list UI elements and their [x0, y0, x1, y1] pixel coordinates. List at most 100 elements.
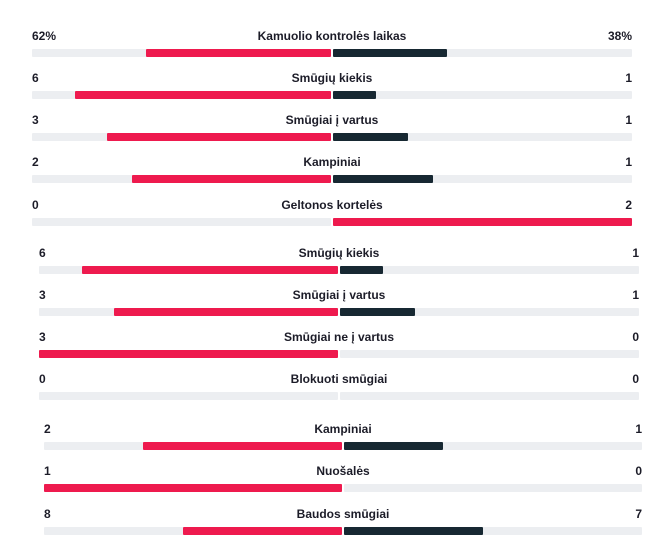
home-bar-fill: [145, 49, 331, 57]
away-bar-track: [333, 91, 632, 99]
away-bar-track: [340, 308, 639, 316]
home-value: 0: [39, 372, 46, 386]
home-bar-track: [32, 91, 331, 99]
away-bar-fill: [333, 91, 376, 99]
stat-labels: 6 Smūgių kiekis 1: [39, 245, 639, 263]
stat-labels: 3 Smūgiai į vartus 1: [32, 112, 632, 130]
away-value: 2: [625, 198, 632, 212]
away-bar-background: [344, 527, 642, 535]
stat-name: Smūgiai į vartus: [292, 288, 386, 302]
stat-name: Kamuolio kontrolės laikas: [257, 29, 407, 43]
stat-name: Blokuoti smūgiai: [290, 372, 388, 386]
away-value: 0: [632, 372, 639, 386]
home-bar-background: [32, 218, 331, 226]
home-bar-track: [39, 266, 338, 274]
stat-name: Smūgiai ne į vartus: [283, 330, 395, 344]
away-bar-background: [340, 350, 639, 358]
home-bar-track: [44, 484, 342, 492]
home-bar-track: [44, 527, 342, 535]
home-bar-track: [32, 133, 331, 141]
stat-name: Kampiniai: [303, 155, 361, 169]
away-bar-background: [344, 442, 642, 450]
home-bar-fill: [143, 442, 342, 450]
home-bar-track: [39, 392, 338, 400]
away-value: 1: [625, 113, 632, 127]
away-value: 1: [625, 71, 632, 85]
away-bar-track: [340, 350, 639, 358]
stat-row-smugiai-ne-i-vartus: 3 Smūgiai ne į vartus 0: [39, 329, 639, 363]
away-bar-background: [333, 133, 632, 141]
away-bar-background: [333, 91, 632, 99]
stat-row-geltonos-korteles: 0 Geltonos kortelės 2: [32, 197, 632, 231]
home-bar-background: [39, 392, 338, 400]
away-value: 1: [625, 155, 632, 169]
away-bar-fill: [344, 442, 444, 450]
home-value: 3: [39, 330, 46, 344]
stat-name: Smūgių kiekis: [298, 246, 380, 260]
stat-name: Baudos smūgiai: [296, 507, 390, 521]
stat-row-kampiniai: 2 Kampiniai 1: [32, 154, 632, 188]
home-value: 6: [32, 71, 39, 85]
stat-name: Smūgiai į vartus: [285, 113, 379, 127]
away-bar-background: [340, 266, 639, 274]
stat-labels: 0 Blokuoti smūgiai 0: [39, 371, 639, 389]
away-bar-fill: [340, 266, 383, 274]
home-bar-fill: [106, 133, 331, 141]
away-bar-fill: [344, 527, 484, 535]
away-bar-background: [340, 308, 639, 316]
stat-labels: 1 Nuošalės 0: [44, 463, 642, 481]
stat-labels: 6 Smūgių kiekis 1: [32, 70, 632, 88]
stat-labels: 2 Kampiniai 1: [32, 154, 632, 172]
home-value: 1: [44, 464, 51, 478]
home-bar-fill: [39, 350, 338, 358]
home-bar-track: [39, 308, 338, 316]
stat-labels: 62% Kamuolio kontrolės laikas 38%: [32, 28, 632, 46]
away-value: 1: [635, 422, 642, 436]
away-bar-background: [344, 484, 642, 492]
away-bar-track: [344, 442, 642, 450]
away-bar-fill: [333, 175, 433, 183]
away-bar-fill: [340, 308, 415, 316]
away-bar-background: [333, 49, 632, 57]
home-bar-fill: [44, 484, 342, 492]
stat-row-smugiai-i-vartus: 3 Smūgiai į vartus 1: [32, 112, 632, 146]
home-value: 0: [32, 198, 39, 212]
stat-labels: 0 Geltonos kortelės 2: [32, 197, 632, 215]
away-value: 1: [632, 246, 639, 260]
away-bar-background: [333, 175, 632, 183]
away-bar-fill: [333, 218, 632, 226]
home-bar-fill: [183, 527, 342, 535]
away-value: 38%: [607, 29, 632, 43]
home-bar-fill: [113, 308, 338, 316]
stat-labels: 3 Smūgiai į vartus 1: [39, 287, 639, 305]
home-bar-track: [32, 49, 331, 57]
away-value: 1: [632, 288, 639, 302]
home-bar-track: [44, 442, 342, 450]
away-bar-fill: [333, 133, 408, 141]
away-bar-background: [340, 392, 639, 400]
home-value: 2: [32, 155, 39, 169]
away-value: 0: [632, 330, 639, 344]
stat-name: Geltonos kortelės: [281, 198, 383, 212]
home-bar-fill: [74, 91, 331, 99]
home-bar-fill: [131, 175, 331, 183]
home-bar-fill: [81, 266, 338, 274]
stat-labels: 3 Smūgiai ne į vartus 0: [39, 329, 639, 347]
away-value: 7: [635, 507, 642, 521]
home-value: 3: [32, 113, 39, 127]
home-bar-track: [32, 218, 331, 226]
stat-row-nuosales: 1 Nuošalės 0: [44, 463, 642, 497]
stat-row-kampiniai: 2 Kampiniai 1: [44, 421, 642, 455]
away-bar-track: [340, 392, 639, 400]
home-value: 6: [39, 246, 46, 260]
stat-row-blokuoti-smugiai: 0 Blokuoti smūgiai 0: [39, 371, 639, 405]
away-bar-fill: [333, 49, 447, 57]
stat-labels: 2 Kampiniai 1: [44, 421, 642, 439]
stat-name: Nuošalės: [316, 464, 370, 478]
home-value: 8: [44, 507, 51, 521]
stat-row-smugiu-kiekis: 6 Smūgių kiekis 1: [39, 245, 639, 279]
away-bar-track: [344, 484, 642, 492]
stat-name: Kampiniai: [314, 422, 372, 436]
home-bar-track: [32, 175, 331, 183]
stat-row-smugiai-i-vartus: 3 Smūgiai į vartus 1: [39, 287, 639, 321]
